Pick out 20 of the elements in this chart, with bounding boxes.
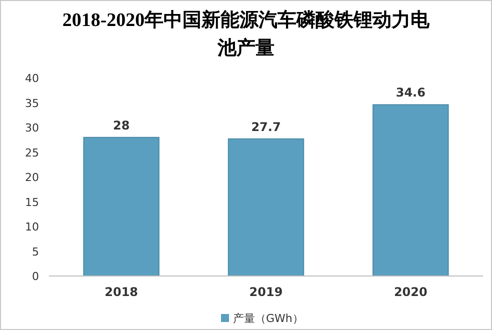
x-tick-label: 2019 (249, 285, 283, 299)
y-tick-label: 0 (32, 270, 39, 283)
bar (372, 104, 449, 276)
data-label: 27.7 (251, 120, 281, 134)
x-tick-label: 2018 (104, 285, 138, 299)
bar (228, 138, 304, 276)
y-tick-label: 20 (25, 171, 39, 184)
y-tick-label: 35 (25, 96, 39, 110)
data-label: 34.6 (396, 86, 426, 100)
x-tick-label: 2020 (394, 285, 428, 299)
y-tick-label: 25 (25, 146, 39, 160)
chart-title: 2018-2020年中国新能源汽车磷酸铁锂动力电池产量 (61, 8, 431, 61)
y-tick-label: 30 (25, 122, 39, 134)
y-tick-label: 5 (32, 245, 39, 258)
bar (83, 136, 160, 276)
data-label: 28 (112, 118, 130, 132)
y-tick-label: 10 (25, 220, 39, 234)
legend-label: 产量（GWh） (233, 312, 304, 325)
y-tick-label: 15 (25, 196, 39, 209)
y-tick-label: 40 (25, 72, 39, 85)
